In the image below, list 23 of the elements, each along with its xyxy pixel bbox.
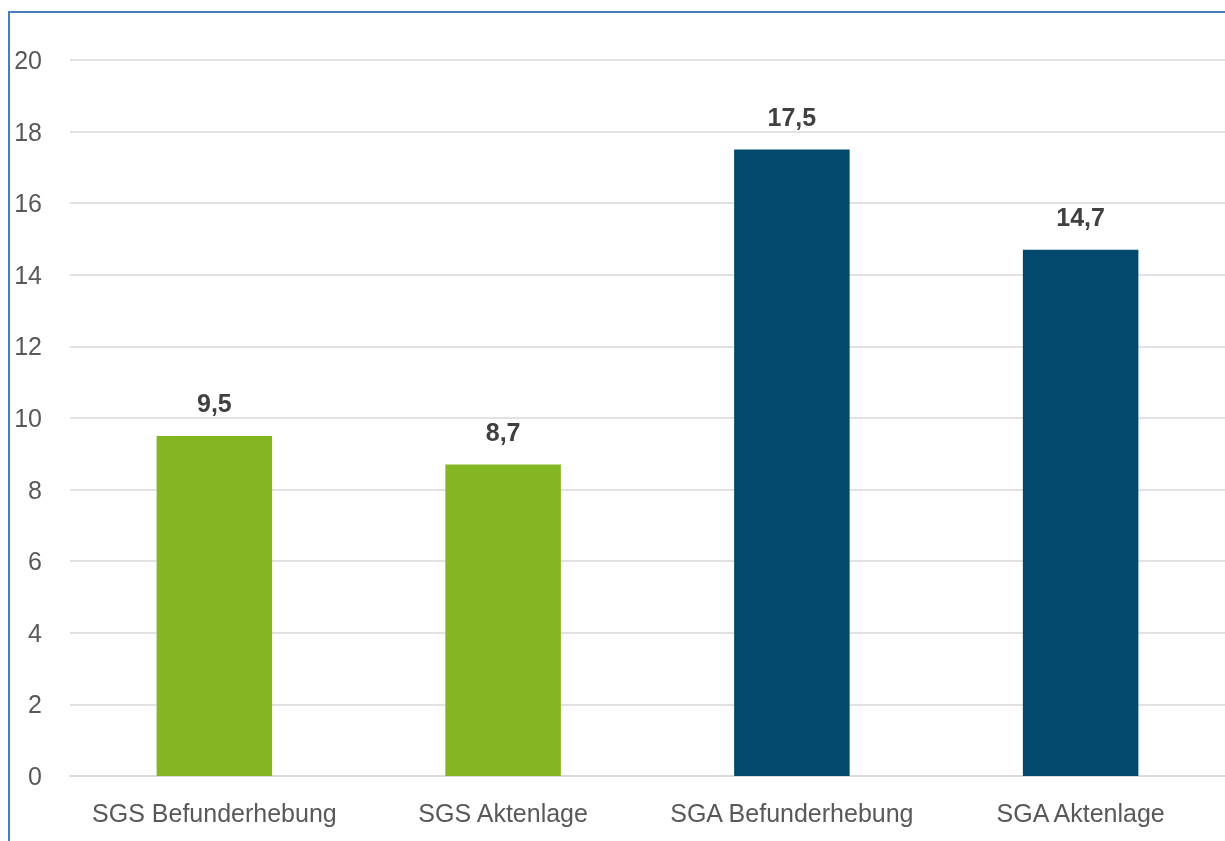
bar — [445, 464, 561, 776]
x-tick-label: SGA Aktenlage — [996, 798, 1165, 827]
x-tick-label: SGA Befunderhebung — [670, 798, 914, 827]
x-tick-label: SGS Befunderhebung — [92, 798, 337, 827]
y-tick-label: 10 — [14, 404, 42, 432]
y-tick-label: 12 — [14, 332, 42, 361]
y-tick-label: 0 — [28, 762, 42, 790]
y-tick-label: 16 — [14, 189, 42, 218]
y-tick-label: 8 — [28, 475, 42, 504]
bar — [156, 435, 273, 776]
y-tick-label: 4 — [28, 618, 43, 647]
bar — [1022, 249, 1139, 776]
y-tick-label: 20 — [14, 46, 42, 74]
data-label: 8,7 — [485, 418, 521, 447]
y-tick-label: 2 — [28, 690, 42, 719]
y-tick-label: 14 — [14, 260, 43, 289]
data-label: 14,7 — [1056, 203, 1105, 232]
data-label: 9,5 — [196, 389, 232, 418]
data-label: 17,5 — [767, 103, 817, 131]
y-tick-label: 18 — [14, 117, 42, 146]
x-tick-label: SGS Aktenlage — [418, 798, 588, 827]
y-tick-label: 6 — [28, 547, 42, 576]
bar — [734, 149, 850, 776]
